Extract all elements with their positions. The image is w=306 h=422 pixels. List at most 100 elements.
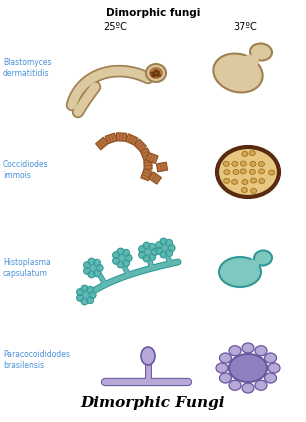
- Ellipse shape: [219, 257, 261, 287]
- Circle shape: [94, 260, 100, 266]
- Ellipse shape: [259, 169, 265, 174]
- Circle shape: [153, 73, 155, 75]
- Polygon shape: [140, 148, 151, 160]
- Circle shape: [81, 298, 88, 305]
- Ellipse shape: [259, 179, 265, 184]
- Circle shape: [113, 252, 120, 259]
- Text: Blastomyces
dermatitidis: Blastomyces dermatitidis: [3, 57, 51, 78]
- Polygon shape: [149, 172, 161, 184]
- Circle shape: [77, 289, 84, 295]
- Ellipse shape: [243, 55, 259, 67]
- Circle shape: [94, 270, 100, 276]
- Ellipse shape: [264, 353, 277, 363]
- Ellipse shape: [251, 178, 256, 183]
- Circle shape: [168, 245, 175, 252]
- Ellipse shape: [245, 260, 259, 271]
- Polygon shape: [95, 137, 108, 150]
- Ellipse shape: [146, 64, 166, 82]
- Circle shape: [156, 70, 158, 72]
- Ellipse shape: [264, 373, 277, 383]
- Circle shape: [160, 251, 167, 258]
- Ellipse shape: [240, 169, 246, 174]
- Text: Dimorphic Fungi: Dimorphic Fungi: [81, 396, 225, 410]
- Ellipse shape: [223, 161, 229, 166]
- Circle shape: [90, 265, 96, 271]
- Circle shape: [83, 292, 89, 298]
- Ellipse shape: [149, 67, 163, 79]
- Polygon shape: [134, 139, 146, 152]
- Ellipse shape: [242, 383, 254, 393]
- Circle shape: [113, 257, 120, 264]
- Ellipse shape: [241, 187, 247, 192]
- Ellipse shape: [229, 380, 241, 390]
- Ellipse shape: [219, 373, 231, 383]
- Ellipse shape: [255, 380, 267, 390]
- Circle shape: [157, 73, 159, 74]
- Circle shape: [125, 254, 132, 261]
- Circle shape: [143, 242, 150, 249]
- Circle shape: [88, 271, 95, 278]
- Text: 37ºC: 37ºC: [233, 22, 257, 32]
- Circle shape: [156, 247, 162, 254]
- Circle shape: [77, 295, 84, 301]
- Text: Paracocoididodes
brasilensis: Paracocoididodes brasilensis: [3, 349, 70, 371]
- Ellipse shape: [242, 179, 248, 184]
- Text: Histoplasma
capsulatum: Histoplasma capsulatum: [3, 257, 51, 279]
- Ellipse shape: [255, 346, 267, 356]
- Ellipse shape: [268, 363, 280, 373]
- Ellipse shape: [217, 147, 279, 197]
- Circle shape: [159, 75, 160, 76]
- Ellipse shape: [233, 170, 239, 174]
- Polygon shape: [146, 152, 158, 163]
- Circle shape: [123, 249, 129, 256]
- Circle shape: [157, 75, 158, 76]
- Circle shape: [160, 238, 167, 245]
- Polygon shape: [156, 162, 168, 172]
- Circle shape: [96, 265, 103, 271]
- Circle shape: [123, 260, 129, 266]
- Circle shape: [144, 249, 151, 255]
- Ellipse shape: [213, 54, 263, 92]
- Circle shape: [149, 243, 155, 250]
- Polygon shape: [105, 133, 117, 144]
- Ellipse shape: [251, 189, 257, 193]
- Text: 25ºC: 25ºC: [103, 22, 127, 32]
- Polygon shape: [116, 133, 127, 141]
- Ellipse shape: [249, 169, 256, 174]
- Ellipse shape: [242, 343, 254, 353]
- Ellipse shape: [232, 179, 237, 184]
- Ellipse shape: [219, 353, 231, 363]
- Ellipse shape: [224, 179, 230, 184]
- Text: Coccidiodes
immois: Coccidiodes immois: [3, 160, 49, 180]
- Polygon shape: [125, 134, 138, 145]
- Ellipse shape: [229, 346, 241, 356]
- Circle shape: [153, 76, 155, 77]
- Ellipse shape: [229, 354, 267, 382]
- Circle shape: [153, 72, 155, 73]
- Ellipse shape: [240, 161, 246, 166]
- Circle shape: [151, 72, 153, 74]
- Circle shape: [84, 262, 91, 269]
- Circle shape: [149, 254, 155, 260]
- Ellipse shape: [216, 363, 228, 373]
- Circle shape: [152, 72, 153, 73]
- Circle shape: [117, 261, 124, 268]
- Polygon shape: [141, 168, 152, 181]
- Circle shape: [84, 268, 91, 274]
- Ellipse shape: [259, 162, 264, 167]
- Circle shape: [88, 258, 95, 265]
- Circle shape: [81, 285, 88, 292]
- Ellipse shape: [269, 170, 275, 175]
- Ellipse shape: [242, 151, 248, 157]
- Ellipse shape: [250, 43, 272, 60]
- Circle shape: [152, 75, 153, 76]
- Circle shape: [117, 248, 124, 255]
- Ellipse shape: [254, 251, 272, 265]
- Text: Dimorphic fungi: Dimorphic fungi: [106, 8, 200, 18]
- Ellipse shape: [250, 161, 256, 166]
- Circle shape: [166, 250, 173, 257]
- Circle shape: [156, 242, 162, 249]
- Circle shape: [89, 292, 96, 298]
- Circle shape: [143, 255, 150, 262]
- Circle shape: [155, 74, 156, 76]
